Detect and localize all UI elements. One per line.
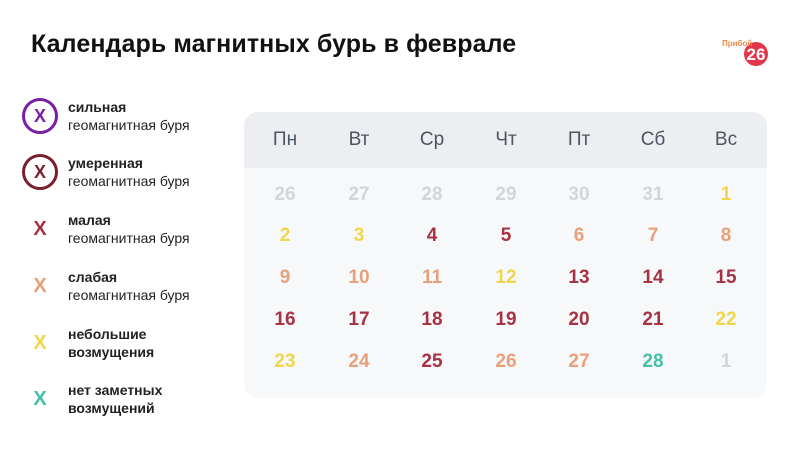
calendar-day: 1: [720, 184, 732, 205]
weekday-label: Ср: [419, 129, 445, 150]
calendar-day: 27: [568, 351, 590, 372]
calendar-day: 24: [348, 351, 370, 372]
calendar-day: 22: [715, 309, 737, 330]
legend-label-line1: слабая: [68, 269, 118, 285]
legend-label-line2: возмущений: [68, 400, 155, 416]
logo-circle: [744, 42, 768, 66]
calendar-day: 12: [495, 267, 517, 288]
calendar-day: 15: [715, 267, 737, 288]
legend-x-icon: X: [33, 331, 47, 354]
weekday-label: Вс: [714, 129, 738, 150]
calendar-day: 17: [348, 309, 370, 330]
calendar-day: 8: [720, 225, 732, 246]
calendar-day: 5: [500, 225, 512, 246]
calendar-day: 1: [720, 351, 732, 372]
legend-label: малая геомагнитная буря: [68, 211, 190, 247]
calendar-day: 29: [495, 184, 517, 205]
calendar-day: 7: [647, 225, 659, 246]
calendar-day: 4: [426, 225, 438, 246]
legend-label-line2: возмущения: [68, 344, 155, 360]
calendar-day: 13: [568, 267, 590, 288]
calendar-day: 19: [495, 309, 517, 330]
legend-label: слабая геомагнитная буря: [68, 268, 190, 304]
legend-label-line1: умеренная: [68, 155, 143, 171]
calendar-day: 28: [421, 184, 443, 205]
calendar-day: 14: [642, 267, 664, 288]
legend-label-line2: геомагнитная буря: [68, 117, 190, 133]
calendar-day: 11: [421, 267, 443, 288]
legend-label-line2: геомагнитная буря: [68, 287, 190, 303]
calendar-day: 2: [279, 225, 291, 246]
calendar-day: 28: [642, 351, 664, 372]
calendar-day: 21: [642, 309, 664, 330]
calendar-weekday-header: Пн Вт Ср Чт Пт Сб Вс: [244, 112, 767, 168]
calendar-day: 20: [568, 309, 590, 330]
page-title: Календарь магнитных бурь в феврале: [31, 30, 517, 58]
weekday-label: Пн: [272, 129, 298, 150]
weekday-label: Вт: [348, 129, 370, 150]
legend-label-line1: нет заметных: [68, 382, 163, 398]
legend-x-icon: X: [22, 154, 58, 190]
legend-label-line1: малая: [68, 212, 111, 228]
calendar-day: 3: [353, 225, 365, 246]
logo-number: 26: [747, 45, 766, 64]
legend-x-icon: X: [22, 98, 58, 134]
logo-graphic: 26 Прибой: [722, 39, 768, 66]
weekday-label: Чт: [495, 129, 517, 150]
legend-label-line2: геомагнитная буря: [68, 173, 190, 189]
calendar-day: 26: [274, 184, 296, 205]
calendar: Пн Вт Ср Чт Пт Сб Вс 26 27 28 29 30 31 1 2 3 4 5 6 7 8 9 10 11…: [244, 112, 767, 398]
legend-x-icon: X: [33, 274, 47, 297]
calendar-day: 9: [279, 267, 291, 288]
calendar-day: 27: [348, 184, 370, 205]
calendar-day: 10: [348, 267, 370, 288]
legend-label-line1: сильная: [68, 99, 127, 115]
weekday-label: Пт: [567, 129, 591, 150]
legend-label: сильная геомагнитная буря: [68, 98, 190, 134]
legend-label-line2: геомагнитная буря: [68, 230, 190, 246]
legend-x-icon: X: [33, 217, 47, 240]
calendar-day: 31: [642, 184, 664, 205]
calendar-day: 6: [573, 225, 585, 246]
legend-x-icon: X: [33, 387, 47, 410]
logo: 26 Прибой: [712, 30, 772, 70]
weekday-label: Сб: [640, 129, 666, 150]
calendar-day: 30: [568, 184, 590, 205]
logo-brand-text: Прибой: [722, 39, 752, 48]
calendar-day: 18: [421, 309, 443, 330]
legend-label: умеренная геомагнитная буря: [68, 154, 190, 190]
calendar-day: 16: [274, 309, 296, 330]
legend-label-line1: небольшие: [68, 326, 147, 342]
calendar-day: 23: [274, 351, 296, 372]
legend-label: нет заметных возмущений: [68, 381, 162, 417]
legend-label: небольшие возмущения: [68, 325, 154, 361]
calendar-day: 26: [495, 351, 517, 372]
calendar-day: 25: [421, 351, 443, 372]
